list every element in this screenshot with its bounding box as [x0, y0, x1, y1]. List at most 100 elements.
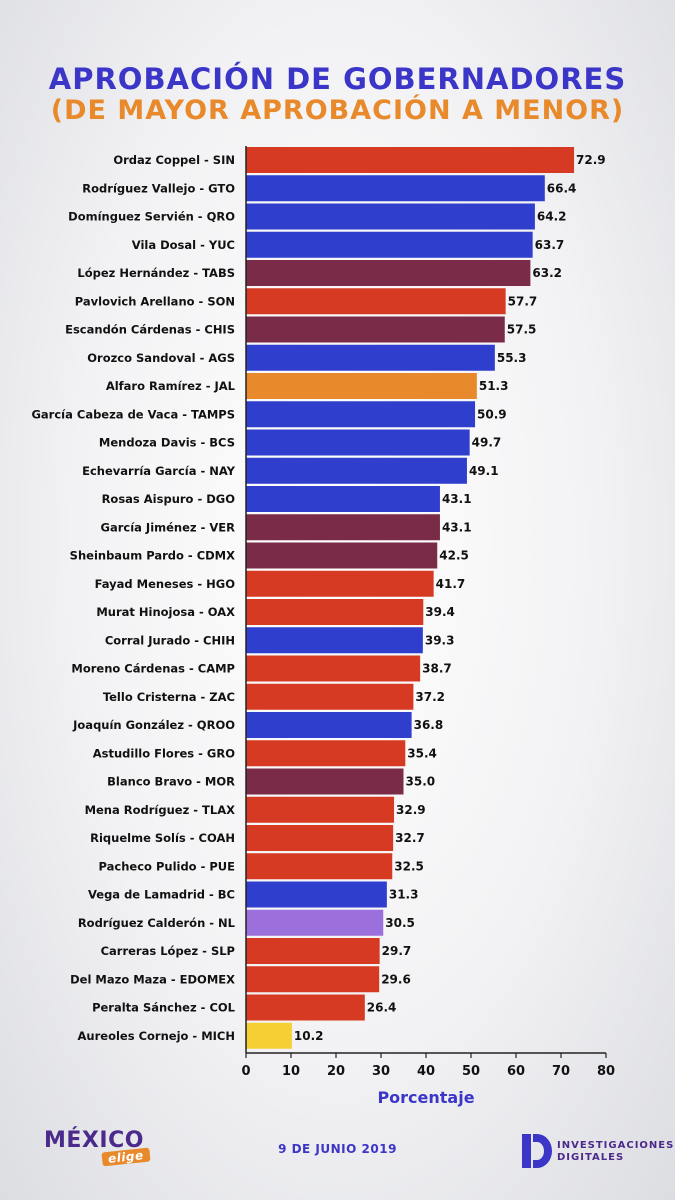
- category-label: Tello Cristerna - ZAC: [103, 690, 235, 704]
- x-tick-label: 60: [507, 1064, 525, 1079]
- category-label: Murat Hinojosa - OAX: [96, 605, 235, 619]
- category-label: Rosas Aispuro - DGO: [102, 492, 236, 506]
- x-tick-label: 50: [462, 1064, 480, 1079]
- category-label: Pavlovich Arellano - SON: [75, 294, 235, 308]
- value-label: 43.1: [442, 520, 472, 534]
- category-label: Corral Jurado - CHIH: [105, 633, 235, 647]
- x-tick-label: 40: [417, 1064, 435, 1079]
- bar: [246, 316, 505, 343]
- bar: [246, 599, 424, 625]
- bar: [246, 768, 404, 795]
- value-label: 50.9: [477, 407, 507, 421]
- bar: [246, 853, 393, 880]
- bar: [246, 966, 380, 993]
- category-label: Ordaz Coppel - SIN: [113, 153, 235, 167]
- value-label: 63.7: [535, 238, 565, 252]
- value-label: 31.3: [389, 888, 419, 902]
- bar: [246, 712, 412, 738]
- category-label: Fayad Meneses - HGO: [95, 577, 236, 591]
- value-label: 36.8: [414, 718, 444, 732]
- category-label: Blanco Bravo - MOR: [107, 775, 235, 789]
- category-label: Rodríguez Vallejo - GTO: [82, 181, 235, 195]
- category-label: López Hernández - TABS: [77, 266, 235, 280]
- bar: [246, 740, 406, 767]
- category-label: García Jiménez - VER: [101, 520, 236, 534]
- value-label: 43.1: [442, 492, 472, 506]
- category-label: Riquelme Solís - COAH: [90, 831, 235, 845]
- value-label: 37.2: [415, 690, 445, 704]
- bar: [246, 570, 434, 597]
- category-label: Alfaro Ramírez - JAL: [106, 379, 236, 393]
- x-tick-label: 10: [282, 1064, 300, 1079]
- x-tick-label: 0: [241, 1064, 250, 1079]
- value-label: 72.9: [576, 153, 606, 167]
- category-label: Pacheco Pulido - PUE: [99, 859, 236, 873]
- bar: [246, 514, 440, 541]
- bar: [246, 429, 470, 456]
- brand-line-1: INVESTIGACIONES: [557, 1140, 675, 1151]
- value-label: 57.5: [507, 323, 537, 337]
- category-label: Escandón Cárdenas - CHIS: [65, 323, 235, 337]
- value-label: 38.7: [422, 662, 452, 676]
- value-label: 29.7: [382, 944, 412, 958]
- bar: [246, 627, 423, 654]
- value-label: 35.4: [407, 746, 437, 760]
- bar: [246, 825, 394, 851]
- bar: [246, 881, 387, 908]
- category-label: García Cabeza de Vaca - TAMPS: [31, 407, 235, 421]
- value-label: 32.9: [396, 803, 426, 817]
- investigaciones-digitales-logo-icon: [522, 1134, 552, 1168]
- category-label: Orozco Sandoval - AGS: [87, 351, 235, 365]
- publication-date: 9 DE JUNIO 2019: [278, 1142, 397, 1156]
- x-axis-label: Porcentaje: [377, 1088, 474, 1107]
- value-label: 30.5: [385, 916, 415, 930]
- bar: [246, 373, 477, 399]
- category-label: Domínguez Servién - QRO: [68, 210, 235, 224]
- category-label: Del Mazo Maza - EDOMEX: [70, 972, 235, 986]
- value-label: 39.3: [425, 633, 455, 647]
- value-label: 41.7: [436, 577, 466, 591]
- bar: [246, 344, 495, 371]
- category-label: Vila Dosal - YUC: [132, 238, 235, 252]
- category-label: Aureoles Cornejo - MICH: [78, 1029, 235, 1043]
- x-tick-label: 20: [327, 1064, 345, 1079]
- category-label: Mena Rodríguez - TLAX: [85, 803, 236, 817]
- category-label: Rodríguez Calderón - NL: [78, 916, 236, 930]
- value-label: 64.2: [537, 210, 567, 224]
- bar: [246, 175, 545, 202]
- bar: [246, 231, 533, 258]
- x-tick-label: 70: [552, 1064, 570, 1079]
- category-label: Astudillo Flores - GRO: [93, 746, 235, 760]
- investigaciones-digitales-text: INVESTIGACIONES DIGITALES: [557, 1140, 674, 1164]
- bar: [246, 1022, 292, 1049]
- bar: [246, 938, 380, 964]
- brand-line-2: DIGITALES: [557, 1152, 625, 1163]
- value-label: 55.3: [497, 351, 527, 365]
- category-label: Peralta Sánchez - COL: [92, 1001, 236, 1015]
- category-label: Carreras López - SLP: [101, 944, 235, 958]
- category-label: Vega de Lamadrid - BC: [88, 888, 235, 902]
- value-label: 42.5: [439, 549, 469, 563]
- bar: [246, 288, 506, 315]
- value-label: 66.4: [547, 181, 577, 195]
- value-label: 49.1: [469, 464, 499, 478]
- bar: [246, 994, 365, 1021]
- category-label: Mendoza Davis - BCS: [99, 436, 235, 450]
- mexico-elige-logo: MÉXICO elige: [44, 1128, 151, 1167]
- category-label: Echevarría García - NAY: [82, 464, 236, 478]
- value-label: 57.7: [508, 294, 538, 308]
- category-label: Joaquín González - QROO: [72, 718, 235, 732]
- bar: [246, 796, 395, 823]
- value-label: 10.2: [294, 1029, 324, 1043]
- bar: [246, 401, 476, 428]
- bar: [246, 683, 414, 710]
- chart-title: APROBACIÓN DE GOBERNADORES: [48, 62, 627, 96]
- value-label: 26.4: [367, 1001, 397, 1015]
- value-label: 35.0: [406, 775, 436, 789]
- bar: [246, 203, 535, 230]
- bar: [246, 486, 440, 512]
- value-label: 29.6: [381, 972, 411, 986]
- value-label: 63.2: [532, 266, 562, 280]
- bar: [246, 655, 421, 682]
